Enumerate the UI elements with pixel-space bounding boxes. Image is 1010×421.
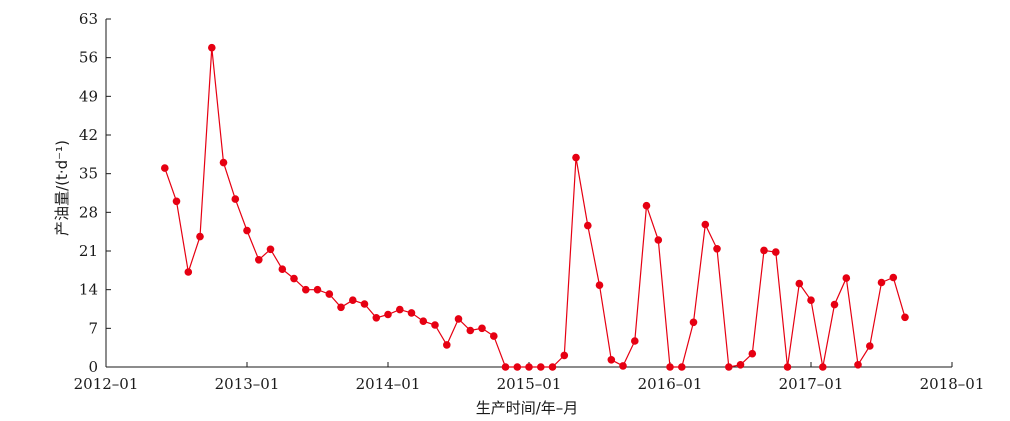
- x-tick-label: 2017–01: [779, 375, 844, 393]
- x-tick-label: 2016–01: [638, 375, 703, 393]
- data-point: [337, 303, 345, 312]
- data-point: [231, 195, 240, 203]
- data-point: [219, 158, 228, 167]
- data-point: [725, 363, 733, 371]
- data-point: [889, 273, 898, 282]
- data-point: [161, 164, 169, 172]
- data-point: [208, 43, 216, 52]
- data-point: [619, 362, 627, 370]
- data-point: [431, 321, 439, 329]
- data-point: [454, 315, 463, 323]
- data-point: [854, 361, 862, 369]
- data-point: [548, 363, 557, 371]
- data-point: [701, 220, 710, 229]
- data-point: [184, 268, 193, 276]
- data-point: [254, 255, 263, 264]
- data-point: [513, 363, 522, 371]
- y-axis-title: 产油量/(t·d⁻¹): [53, 140, 71, 236]
- y-tick-label: 7: [88, 319, 98, 337]
- data-point: [631, 337, 639, 345]
- data-point: [748, 349, 757, 358]
- data-point: [407, 309, 416, 317]
- data-point: [537, 363, 545, 371]
- data-point: [243, 226, 251, 235]
- data-point: [666, 363, 674, 371]
- y-tick-label: 0: [88, 358, 98, 376]
- x-tick-label: 2014–01: [356, 375, 421, 393]
- x-tick-label: 2015–01: [497, 375, 562, 393]
- data-point: [443, 341, 451, 349]
- data-point: [877, 278, 886, 287]
- data-point: [478, 324, 486, 333]
- data-point: [607, 356, 616, 364]
- data-point: [795, 279, 804, 288]
- y-tick-label: 21: [79, 242, 98, 260]
- data-point: [830, 300, 839, 309]
- data-point: [760, 246, 768, 255]
- data-point: [819, 363, 827, 371]
- data-point: [866, 342, 874, 350]
- data-point: [349, 296, 357, 305]
- x-tick-label: 2018–01: [920, 375, 985, 393]
- data-point: [642, 201, 651, 210]
- x-axis-title: 生产时间/年–月: [476, 399, 579, 417]
- data-point: [713, 245, 721, 253]
- data-point: [525, 363, 533, 371]
- data-point: [783, 363, 792, 371]
- data-point: [678, 363, 686, 371]
- y-tick-label: 49: [79, 87, 98, 105]
- y-tick-label: 28: [79, 203, 98, 221]
- series-line: [164, 47, 906, 368]
- data-point: [278, 265, 287, 274]
- y-tick-label: 35: [79, 165, 98, 183]
- data-point: [654, 236, 663, 244]
- data-point: [736, 361, 745, 369]
- data-point: [419, 317, 428, 326]
- data-point: [466, 326, 475, 335]
- data-point: [290, 274, 298, 283]
- data-point: [842, 274, 851, 282]
- data-point: [490, 332, 498, 340]
- data-point: [584, 221, 592, 230]
- data-point: [325, 290, 334, 298]
- data-point: [689, 318, 698, 327]
- y-tick-label: 63: [79, 10, 98, 28]
- data-point: [196, 232, 204, 241]
- data-point: [772, 248, 780, 256]
- data-point: [595, 281, 604, 290]
- x-axis-ticks: 2012–01 2013–01 2014–01 2015–01 2016–01 2017–…: [74, 362, 985, 393]
- data-point: [807, 296, 815, 305]
- data-point: [396, 305, 404, 314]
- data-point: [360, 300, 369, 308]
- data-point: [302, 285, 310, 294]
- y-tick-label: 56: [79, 49, 98, 67]
- data-point: [172, 197, 181, 206]
- data-points: [161, 43, 909, 371]
- data-point: [901, 313, 909, 322]
- data-point: [384, 310, 392, 319]
- data-point: [372, 314, 381, 322]
- y-tick-label: 42: [79, 126, 98, 144]
- x-tick-label: 2012–01: [74, 375, 139, 393]
- data-point: [266, 245, 275, 254]
- y-tick-label: 14: [79, 281, 98, 299]
- y-axis-ticks: 0 7 14 21 28 35 42 49 56 63: [79, 10, 111, 376]
- data-point: [313, 285, 322, 294]
- x-tick-label: 2013–01: [215, 375, 280, 393]
- data-point: [572, 153, 580, 162]
- data-point: [501, 363, 510, 371]
- data-point: [560, 351, 569, 360]
